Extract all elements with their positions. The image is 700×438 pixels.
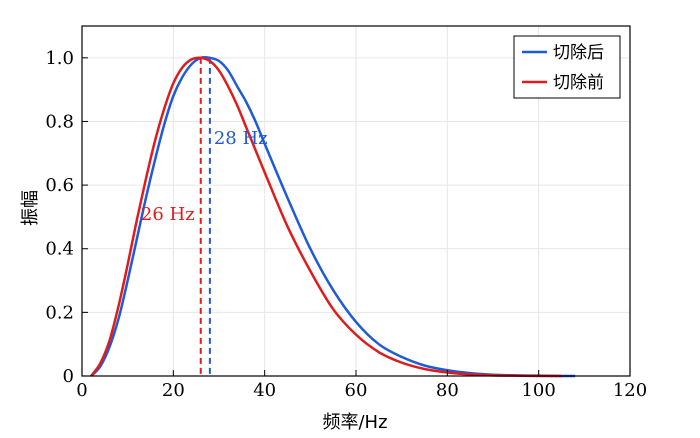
x-tick-label: 20 xyxy=(162,380,185,401)
y-tick-label: 0.6 xyxy=(45,175,74,196)
series-line-0 xyxy=(90,55,576,378)
legend: 切除后 切除前 xyxy=(513,35,621,99)
x-axis-title: 频率/Hz xyxy=(322,412,387,433)
y-axis-title: 振幅 xyxy=(20,190,41,226)
y-tick-label: 0 xyxy=(63,366,74,387)
y-tick-label: 0.8 xyxy=(45,111,74,132)
legend-box xyxy=(513,35,621,99)
x-tick-label: 80 xyxy=(436,380,459,401)
y-tick-label: 0.4 xyxy=(45,239,74,260)
series-line-1 xyxy=(90,56,562,378)
x-tick-label: 40 xyxy=(253,380,276,401)
x-tick-label: 100 xyxy=(521,380,555,401)
legend-label-before: 切除前 xyxy=(553,73,604,93)
annotation-after-peak: 28 Hz xyxy=(214,128,268,149)
series-lines xyxy=(90,55,576,378)
axis-ticks: 0 20 40 60 80 100 120 0 0.2 0.4 0.6 0.8 1.0 xyxy=(45,48,647,401)
legend-label-after: 切除后 xyxy=(553,43,604,63)
annotation-before-peak: 26 Hz xyxy=(141,204,195,225)
y-tick-label: 0.2 xyxy=(45,302,74,323)
peak-markers xyxy=(199,57,211,376)
x-tick-label: 0 xyxy=(76,380,87,401)
x-tick-label: 60 xyxy=(345,380,368,401)
annotations: 28 Hz 26 Hz xyxy=(141,128,268,225)
x-tick-label: 120 xyxy=(613,380,647,401)
y-tick-label: 1.0 xyxy=(45,48,74,69)
